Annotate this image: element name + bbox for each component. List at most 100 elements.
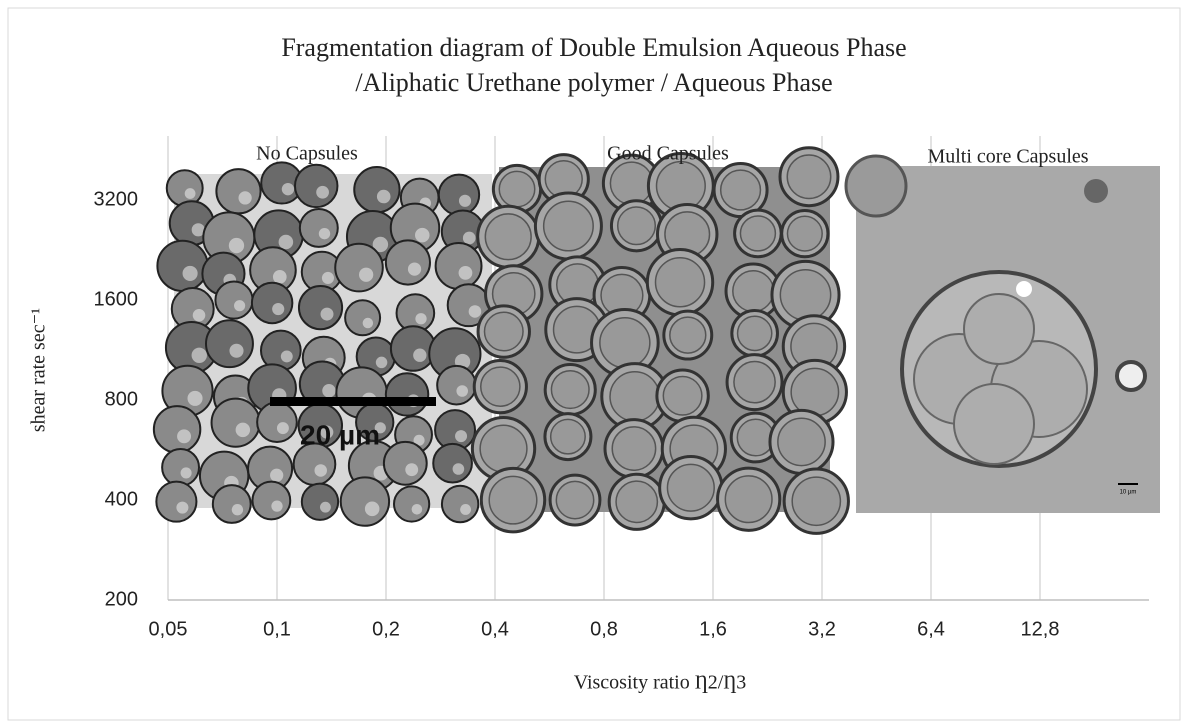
- core: [739, 215, 777, 252]
- x-tick-label: 0,1: [263, 618, 291, 640]
- highlight: [319, 501, 331, 513]
- droplet: [437, 173, 481, 216]
- core: [953, 383, 1035, 465]
- core: [479, 424, 528, 473]
- highlight: [455, 430, 468, 443]
- highlight: [192, 308, 206, 322]
- droplet: [210, 397, 261, 448]
- y-axis-title: shear rate sec⁻¹: [28, 308, 50, 432]
- droplet: [161, 447, 201, 487]
- core: [609, 371, 661, 422]
- micrograph-panels: [152, 146, 1160, 535]
- highlight: [278, 234, 294, 250]
- x-tick-label: 12,8: [1021, 618, 1060, 640]
- droplet: [389, 325, 437, 372]
- scale-bar: [270, 397, 436, 406]
- droplet: [214, 280, 254, 320]
- core: [662, 375, 703, 416]
- highlight: [314, 464, 327, 477]
- y-tick-label: 400: [105, 488, 138, 510]
- chart-subtitle: /Aliphatic Urethane polymer / Aqueous Ph…: [355, 68, 832, 97]
- droplet: [156, 239, 209, 293]
- droplet: [334, 242, 384, 293]
- annotation: Multi core Capsules: [927, 146, 1088, 168]
- highlight: [372, 236, 389, 253]
- core: [654, 256, 706, 308]
- highlight: [272, 302, 285, 316]
- droplet: [215, 168, 262, 215]
- highlight: [271, 500, 283, 512]
- highlight: [413, 434, 425, 446]
- highlight: [468, 305, 482, 318]
- core: [599, 317, 651, 369]
- highlight: [411, 504, 423, 515]
- core: [777, 417, 826, 467]
- highlight: [364, 501, 380, 517]
- core: [484, 213, 532, 261]
- droplet: [297, 285, 344, 331]
- highlight: [281, 182, 295, 196]
- droplet: [339, 476, 391, 527]
- highlight: [460, 504, 472, 515]
- core: [498, 170, 536, 208]
- droplet: [251, 480, 292, 521]
- core: [480, 366, 521, 407]
- y-tick-label: 200: [105, 588, 138, 610]
- core: [786, 215, 823, 252]
- annotation: Good Capsules: [607, 143, 729, 165]
- y-tick-label: 800: [105, 388, 138, 410]
- core: [549, 418, 586, 455]
- x-tick-label: 3,2: [808, 618, 836, 640]
- highlight: [407, 262, 422, 276]
- droplet: [434, 242, 483, 290]
- highlight: [376, 189, 391, 204]
- x-tick-label: 6,4: [917, 618, 945, 640]
- highlight: [234, 300, 246, 312]
- droplet: [300, 482, 340, 521]
- x-tick-label: 0,8: [590, 618, 618, 640]
- core: [733, 360, 776, 404]
- core: [786, 154, 832, 200]
- micrograph: [470, 146, 850, 535]
- highlight: [458, 265, 473, 280]
- y-tick-label: 3200: [94, 189, 139, 211]
- highlight: [270, 468, 284, 482]
- highlight: [320, 425, 334, 439]
- highlight: [359, 267, 374, 282]
- core: [790, 367, 840, 417]
- highlight: [235, 422, 251, 438]
- highlight: [280, 350, 293, 363]
- highlight: [362, 317, 374, 329]
- droplet: [844, 154, 908, 218]
- y-tick-label: 1600: [94, 289, 139, 311]
- highlight: [413, 348, 427, 362]
- core: [724, 475, 773, 524]
- core: [611, 426, 657, 471]
- highlight: [176, 501, 189, 514]
- highlight: [318, 227, 331, 240]
- droplet: [436, 364, 477, 406]
- highlight: [462, 231, 476, 245]
- annotation: 10 µm: [1120, 490, 1137, 496]
- highlight: [191, 223, 205, 237]
- highlight: [458, 194, 472, 207]
- highlight: [1016, 281, 1032, 297]
- micrograph: [152, 161, 492, 527]
- highlight: [316, 185, 329, 199]
- droplet: [382, 440, 428, 486]
- droplet: [393, 485, 431, 523]
- core: [488, 475, 538, 525]
- core: [719, 169, 762, 211]
- highlight: [456, 385, 468, 397]
- highlight: [415, 227, 430, 243]
- highlight: [229, 343, 244, 358]
- highlight: [375, 356, 388, 369]
- highlight: [238, 191, 252, 205]
- highlight: [187, 390, 203, 406]
- core: [669, 316, 707, 354]
- core: [736, 418, 775, 457]
- core: [779, 269, 832, 321]
- droplet: [250, 281, 294, 325]
- droplet: [256, 401, 298, 444]
